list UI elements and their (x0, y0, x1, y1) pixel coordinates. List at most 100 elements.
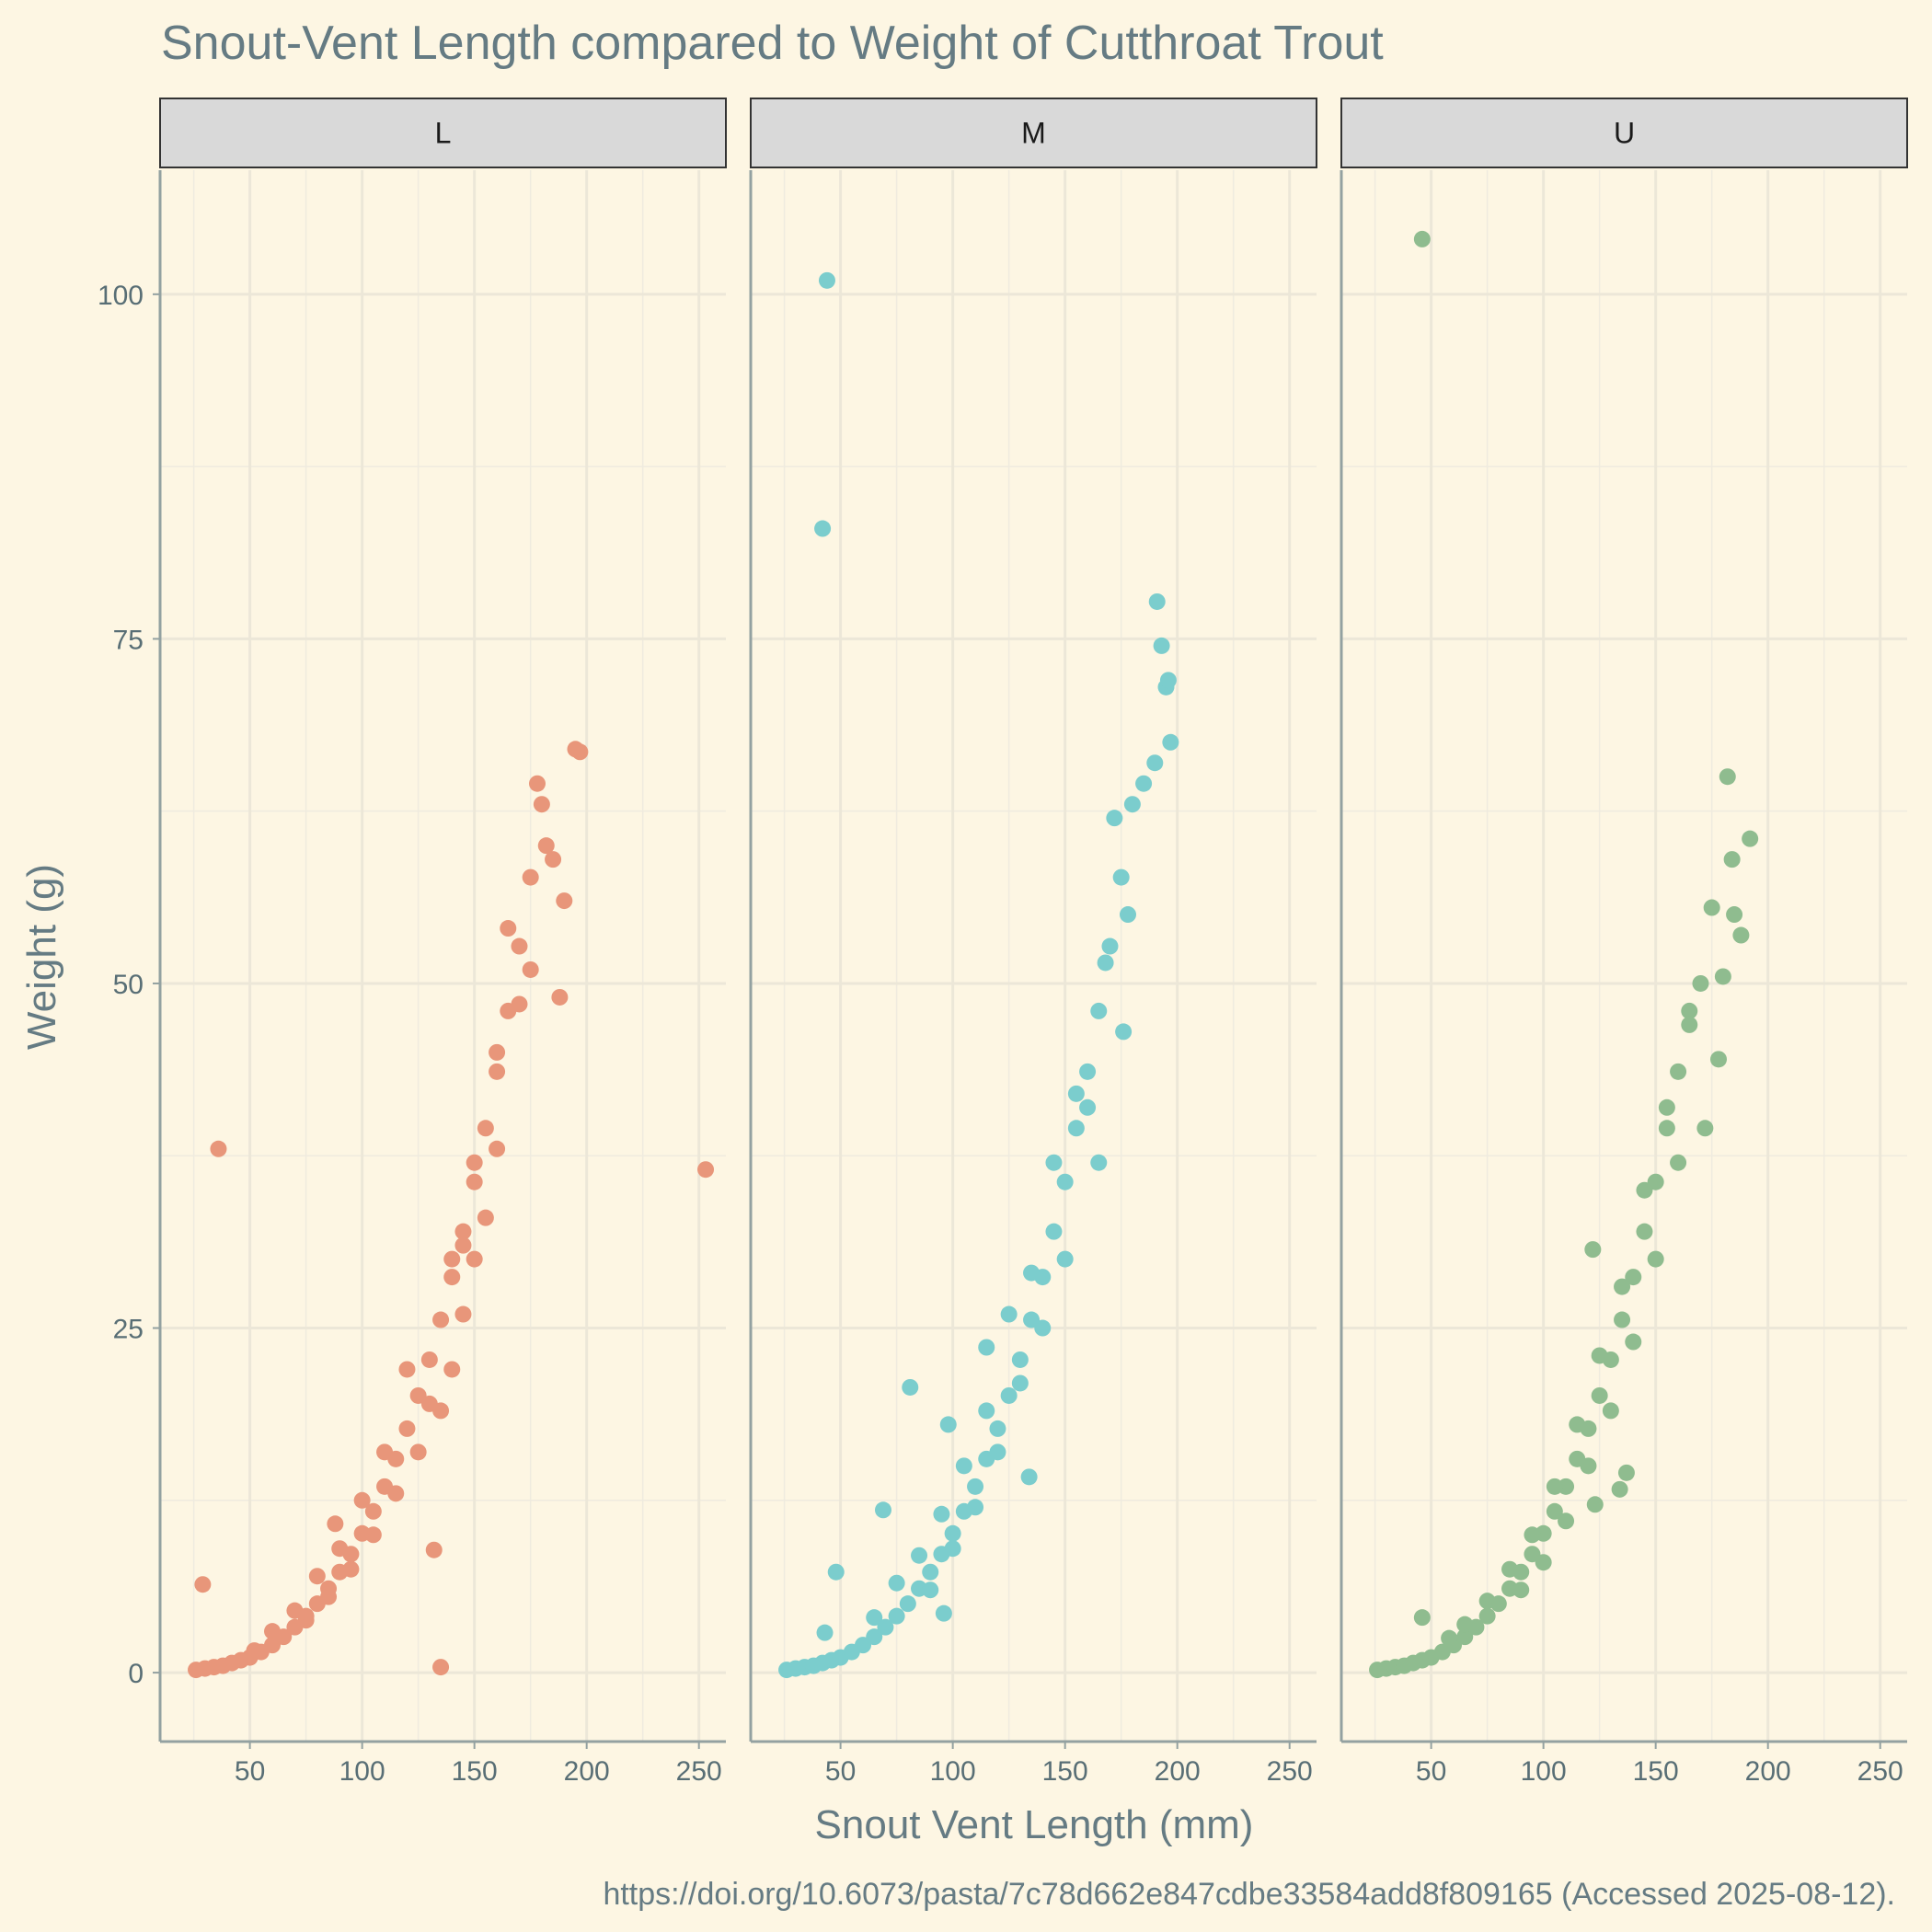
x-tick-label: 250 (1267, 1756, 1313, 1787)
data-point (264, 1623, 282, 1640)
data-point (1045, 1223, 1063, 1240)
data-point (1614, 1311, 1631, 1328)
data-point (1120, 906, 1136, 924)
data-point (308, 1568, 326, 1585)
facet-panels: 0 25 50 75 100 L 50 100 150 200 250 M 50 100 150 200 250… (98, 98, 1908, 1787)
data-point (545, 851, 562, 868)
panel-background (160, 170, 726, 1742)
data-point (1106, 810, 1123, 827)
data-point (888, 1574, 905, 1592)
x-tick-label: 100 (1521, 1756, 1567, 1787)
data-point (466, 1250, 483, 1268)
data-point (874, 1501, 891, 1519)
x-tick-label: 50 (1416, 1756, 1446, 1787)
data-point (1097, 954, 1114, 972)
data-point (1535, 1554, 1552, 1571)
data-point (922, 1581, 939, 1599)
data-point (911, 1547, 928, 1564)
data-point (246, 1642, 263, 1660)
data-point (1670, 1154, 1687, 1171)
data-point (1478, 1593, 1496, 1610)
data-point (477, 1209, 494, 1226)
data-point (877, 1618, 894, 1636)
data-point (1000, 1305, 1018, 1323)
data-point (1090, 1154, 1108, 1171)
facet-strip-label: U (1614, 117, 1635, 150)
data-point (1732, 926, 1750, 944)
data-point (1569, 1416, 1586, 1433)
data-point (989, 1443, 1006, 1461)
data-point (1067, 1120, 1085, 1137)
data-point (866, 1628, 883, 1646)
data-point (353, 1491, 371, 1509)
data-point (1056, 1250, 1074, 1268)
data-point (1614, 1278, 1631, 1295)
data-point (967, 1478, 984, 1495)
facet-strip (750, 98, 1317, 168)
data-point (1023, 1264, 1041, 1282)
data-point (466, 1154, 483, 1171)
data-point (1625, 1269, 1642, 1286)
data-point (978, 1402, 995, 1420)
data-point (1011, 1374, 1029, 1392)
data-point (364, 1526, 382, 1544)
data-point (697, 1161, 715, 1179)
data-point (1011, 1351, 1029, 1368)
data-point (816, 1624, 834, 1641)
x-tick-label: 250 (1857, 1756, 1903, 1787)
data-point (944, 1540, 961, 1558)
data-point (1670, 1063, 1687, 1080)
x-tick-label: 50 (825, 1756, 856, 1787)
data-point (1079, 1098, 1097, 1116)
data-point (1000, 1386, 1018, 1404)
data-point (1501, 1560, 1519, 1578)
data-point (1719, 768, 1736, 786)
x-tick-label: 150 (452, 1756, 498, 1787)
data-point (1546, 1502, 1563, 1520)
data-point (1558, 1512, 1575, 1530)
data-point (454, 1236, 472, 1254)
data-point (529, 775, 546, 792)
data-point (1034, 1319, 1052, 1337)
data-point (1617, 1464, 1635, 1481)
data-point (1079, 1063, 1097, 1080)
data-point (1441, 1629, 1458, 1647)
data-point (866, 1609, 883, 1627)
data-point (1636, 1223, 1653, 1240)
y-tick-label: 75 (113, 625, 144, 655)
data-point (1692, 974, 1709, 992)
data-point (1602, 1402, 1619, 1420)
data-point (1591, 1347, 1608, 1364)
data-point (1148, 592, 1166, 610)
data-point (1146, 754, 1164, 772)
data-point (398, 1361, 416, 1378)
data-point (420, 1351, 438, 1368)
data-point (500, 920, 517, 937)
data-point (935, 1604, 952, 1622)
data-point (888, 1607, 905, 1625)
data-point (967, 1499, 984, 1516)
x-tick-label: 200 (1155, 1756, 1201, 1787)
data-point (1123, 796, 1141, 813)
data-point (511, 995, 528, 1013)
data-point (1067, 1085, 1085, 1102)
data-point (1625, 1333, 1642, 1351)
data-point (551, 988, 569, 1006)
data-point (902, 1378, 919, 1396)
data-point (364, 1502, 382, 1520)
data-point (387, 1485, 405, 1502)
data-point (1726, 906, 1743, 924)
data-point (398, 1420, 416, 1437)
data-point (1584, 1241, 1602, 1259)
data-point (432, 1659, 450, 1676)
data-point (939, 1416, 957, 1433)
data-point (1524, 1526, 1541, 1544)
data-point (1636, 1181, 1653, 1199)
x-tick-label: 200 (564, 1756, 610, 1787)
data-point (489, 1140, 506, 1157)
data-point (522, 960, 539, 978)
data-point (342, 1560, 360, 1578)
data-point (814, 520, 832, 537)
data-point (1586, 1496, 1604, 1513)
